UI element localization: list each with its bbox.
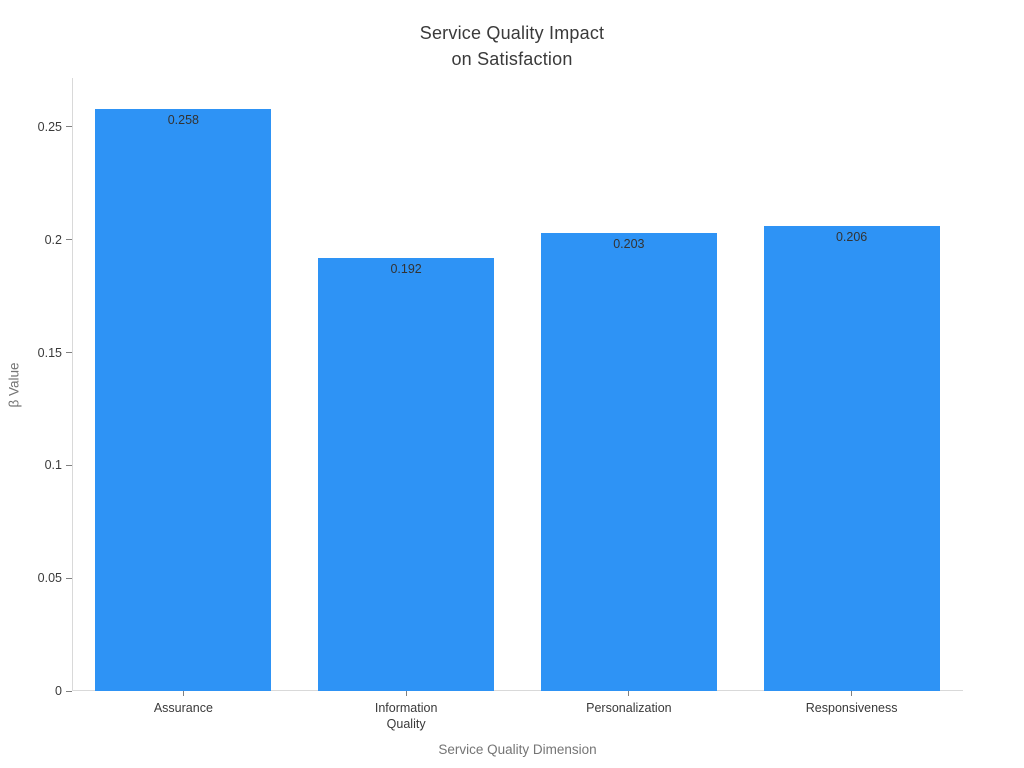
y-tick-mark	[66, 239, 72, 241]
y-tick-mark	[66, 577, 72, 579]
chart-title: Service Quality Impact on Satisfaction	[419, 23, 605, 69]
y-tick-mark	[66, 352, 72, 354]
bar-assurance: 0.258	[95, 108, 272, 691]
x-tick-label: Responsiveness	[805, 701, 898, 715]
y-tick-label: 0.1	[44, 458, 62, 473]
x-tick-mark	[628, 691, 630, 696]
bar-value-label: 0.192	[390, 261, 422, 276]
y-tick-mark	[66, 126, 72, 128]
x-tick-label: Assurance	[153, 701, 213, 715]
bar-responsiveness: 0.206	[763, 226, 940, 691]
bar-value-label: 0.203	[613, 236, 645, 251]
bar-personalization: 0.203	[540, 232, 717, 691]
x-tick-label: Information Quality	[374, 701, 438, 731]
y-tick-label: 0	[55, 684, 62, 698]
y-tick-label: 0.15	[37, 345, 62, 360]
y-tick-mark	[66, 464, 72, 466]
y-tick-label: 0.25	[37, 119, 62, 134]
y-tick-label: 0.05	[37, 571, 62, 586]
y-tick-label: 0.2	[44, 232, 62, 247]
x-tick-mark	[405, 691, 407, 696]
x-tick-label: Personalization	[586, 701, 672, 715]
x-tick-mark	[851, 691, 853, 696]
x-tick-mark	[182, 691, 184, 696]
x-axis-title: Service Quality Dimension	[438, 742, 597, 757]
bar-value-label: 0.206	[835, 230, 868, 245]
y-axis-title: β Value	[6, 362, 22, 408]
y-tick-mark	[66, 690, 72, 692]
bar-value-label: 0.258	[167, 112, 199, 127]
bar-information-quality: 0.192	[318, 257, 495, 691]
